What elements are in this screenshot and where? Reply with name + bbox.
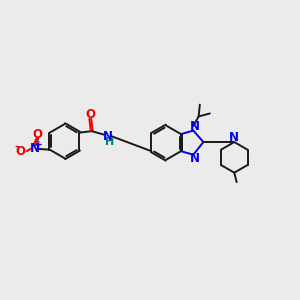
Text: +: + [35,140,42,148]
Text: N: N [229,131,239,144]
Text: H: H [105,137,114,147]
Text: O: O [15,145,26,158]
Text: N: N [190,120,200,133]
Text: O: O [32,128,43,141]
Text: N: N [29,142,40,155]
Text: N: N [190,152,200,165]
Text: N: N [103,130,113,143]
Text: O: O [85,109,95,122]
Text: -: - [14,142,19,152]
